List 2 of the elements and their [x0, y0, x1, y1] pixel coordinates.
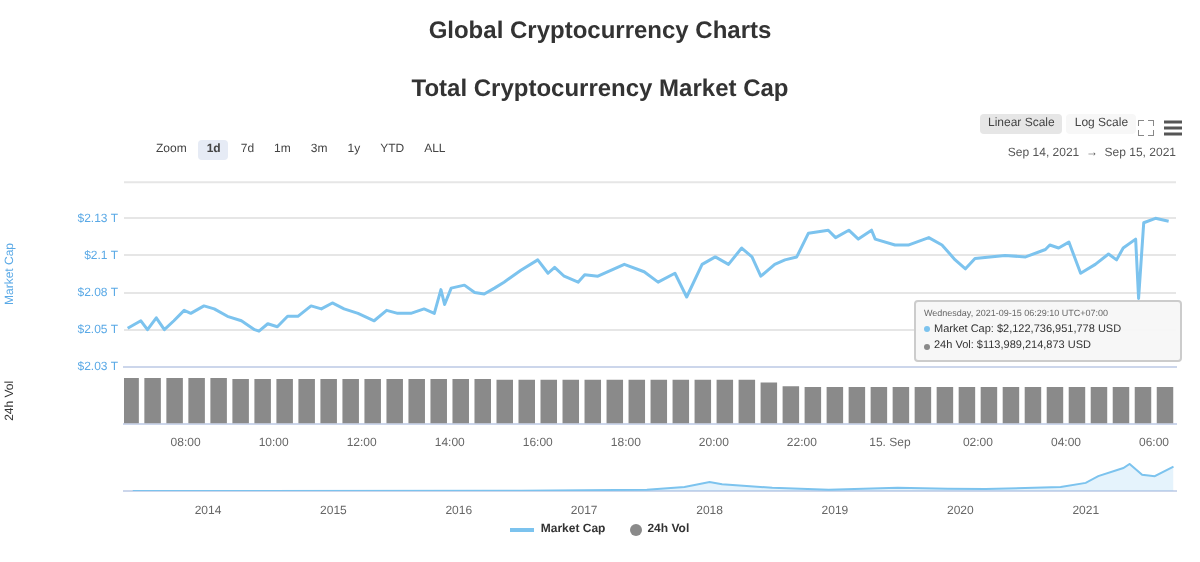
- chart-title: Global Cryptocurrency Charts: [426, 16, 774, 44]
- chart-subtitle: Total Cryptocurrency Market Cap: [409, 74, 791, 102]
